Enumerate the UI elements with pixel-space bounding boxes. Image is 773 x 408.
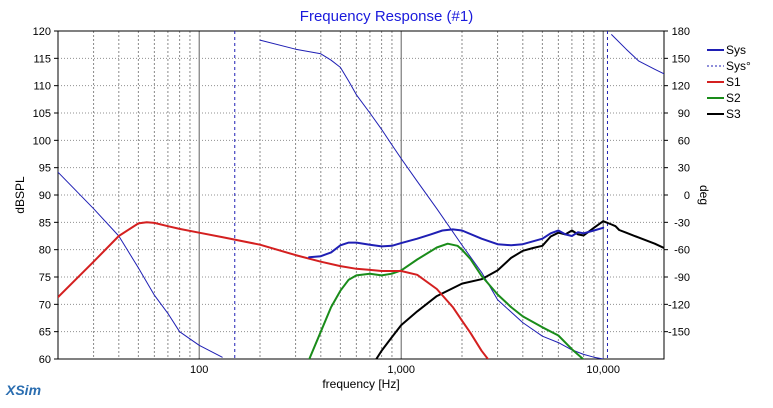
y2-tick-label: -90	[674, 272, 690, 284]
app-logo: XSim	[6, 382, 42, 398]
y2-tick-label: -60	[674, 245, 690, 257]
x-axis-label: frequency [Hz]	[322, 377, 399, 391]
y-tick-label: 70	[39, 299, 51, 311]
y2-tick-label: 0	[684, 190, 690, 202]
grid-lines	[58, 31, 664, 359]
legend-label: S2	[726, 91, 741, 105]
legend-label: Sys	[726, 43, 746, 57]
y-tick-label: 105	[33, 108, 51, 120]
y2-tick-label: -120	[668, 299, 690, 311]
y-tick-label: 75	[39, 272, 51, 284]
y-tick-label: 120	[33, 26, 51, 38]
y-tick-label: 110	[33, 81, 51, 93]
series-lines	[58, 31, 664, 359]
y-axis-label: dBSPL	[13, 176, 27, 214]
y2-tick-label: 120	[672, 81, 690, 93]
legend-label: S3	[726, 107, 741, 121]
y2-tick-label: 60	[678, 135, 690, 147]
series-line-s2	[308, 242, 585, 359]
y-tick-label: 80	[39, 245, 51, 257]
y-tick-label: 100	[33, 135, 51, 147]
y-tick-label: 90	[39, 190, 51, 202]
y2-tick-label: 150	[672, 53, 690, 65]
chart-title: Frequency Response (#1)	[299, 8, 474, 25]
y-tick-label: 95	[39, 163, 51, 175]
series-line-s1	[58, 221, 490, 359]
legend-label: Sys°	[726, 59, 751, 73]
series-line-s3	[375, 220, 664, 359]
y2-tick-label: -150	[668, 327, 690, 339]
x-tick-label: 100	[190, 364, 208, 376]
series-line-sys-phase	[58, 34, 664, 359]
x-tick-label: 10,000	[586, 364, 620, 376]
y-tick-label: 60	[39, 354, 51, 366]
series-line-sys	[308, 226, 605, 259]
y-tick-label: 65	[39, 327, 51, 339]
legend: Sys Sys° S1 S2 S3	[707, 43, 751, 121]
y-tick-label: 115	[33, 53, 51, 65]
y2-tick-label: 180	[672, 26, 690, 38]
y2-axis-label: deg	[697, 185, 711, 205]
x-tick-label: 1,000	[387, 364, 415, 376]
y2-tick-label: -30	[674, 217, 690, 229]
y-tick-label: 85	[39, 217, 51, 229]
legend-label: S1	[726, 75, 741, 89]
y2-tick-label: 90	[678, 108, 690, 120]
y2-tick-label: 30	[678, 163, 690, 175]
